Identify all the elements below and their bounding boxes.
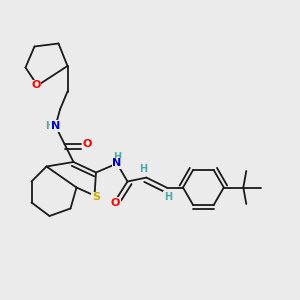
Text: O: O	[83, 139, 92, 149]
Text: H: H	[113, 152, 121, 163]
Text: H: H	[139, 164, 148, 174]
Text: H: H	[164, 191, 172, 202]
Text: H: H	[45, 121, 53, 131]
Text: O: O	[111, 197, 120, 208]
Text: N: N	[112, 158, 122, 169]
Text: S: S	[92, 192, 100, 202]
Text: O: O	[31, 80, 41, 91]
Text: N: N	[51, 121, 60, 131]
